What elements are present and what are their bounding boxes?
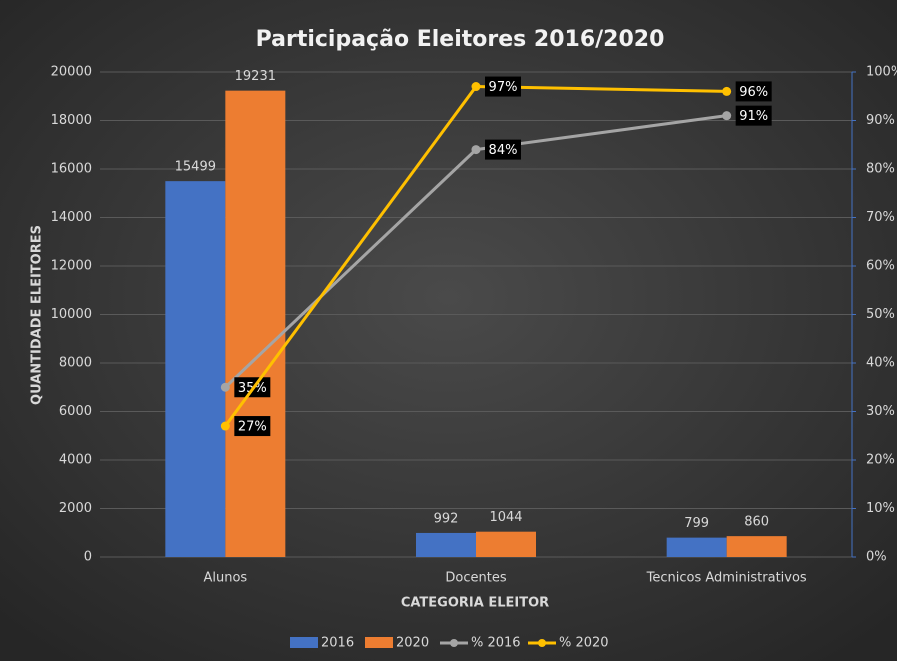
y2-tick-label: 70% [866, 210, 895, 225]
bar [476, 531, 536, 557]
x-axis-title: CATEGORIA ELEITOR [401, 596, 549, 611]
y-tick-label: 10000 [51, 307, 92, 322]
line-label: 27% [238, 420, 267, 435]
y-tick-label: 20000 [51, 65, 92, 80]
line-label: 97% [489, 80, 518, 95]
label-box [485, 139, 521, 160]
y2-tick-label: 0% [866, 550, 887, 565]
x-tick-label: Tecnicos Administrativos [646, 571, 807, 586]
bar-label: 19231 [235, 69, 276, 84]
line-marker [220, 382, 230, 392]
y-tick-label: 18000 [51, 113, 92, 128]
y-tick-label: 12000 [51, 259, 92, 274]
bar-label: 15499 [175, 160, 216, 175]
y-tick-label: 4000 [59, 453, 92, 468]
bar-label: 1044 [489, 510, 522, 525]
y2-tick-label: 50% [866, 307, 895, 322]
y2-tick-label: 80% [866, 162, 895, 177]
y-tick-label: 14000 [51, 210, 92, 225]
chart-title: Participação Eleitores 2016/2020 [256, 27, 665, 52]
line-label: 84% [489, 143, 518, 158]
y-tick-label: 6000 [59, 404, 92, 419]
y2-tick-label: 10% [866, 501, 895, 516]
label-box [735, 81, 772, 102]
bar-label: 860 [744, 515, 769, 530]
bar [666, 537, 727, 557]
bar [726, 536, 787, 557]
bar [416, 532, 476, 557]
y2-tick-label: 20% [866, 453, 895, 468]
line-label: 96% [739, 85, 768, 100]
line-marker [471, 82, 481, 92]
label-box [234, 416, 271, 437]
legend-label: 2020 [396, 636, 429, 651]
legend-swatch [538, 639, 546, 647]
y-tick-label: 0 [84, 550, 92, 565]
y-tick-label: 2000 [59, 501, 92, 516]
label-box [485, 76, 521, 97]
bar [225, 90, 286, 557]
x-tick-label: Alunos [203, 571, 247, 586]
bar-label: 799 [684, 516, 709, 531]
legend-label: % 2020 [559, 636, 609, 651]
legend-swatch [450, 639, 458, 647]
y2-tick-label: 40% [866, 356, 895, 371]
y2-tick-label: 90% [866, 113, 895, 128]
y-axis-title: QUANTIDADE ELEITORES [30, 225, 45, 405]
x-tick-label: Docentes [445, 571, 506, 586]
legend-label: 2016 [321, 636, 354, 651]
legend-label: % 2016 [471, 636, 521, 651]
bar [165, 181, 226, 558]
y2-tick-label: 60% [866, 259, 895, 274]
y-tick-label: 16000 [51, 162, 92, 177]
bar-label: 992 [434, 511, 459, 526]
label-box [735, 105, 772, 126]
line-marker [722, 86, 732, 96]
y2-tick-label: 100% [866, 65, 897, 80]
legend-swatch [290, 637, 318, 648]
y-tick-label: 8000 [59, 356, 92, 371]
line-label: 91% [739, 109, 768, 124]
line-marker [722, 111, 732, 121]
line-marker [471, 145, 481, 155]
legend-swatch [365, 637, 393, 648]
y2-tick-label: 30% [866, 404, 895, 419]
line-marker [220, 421, 230, 431]
